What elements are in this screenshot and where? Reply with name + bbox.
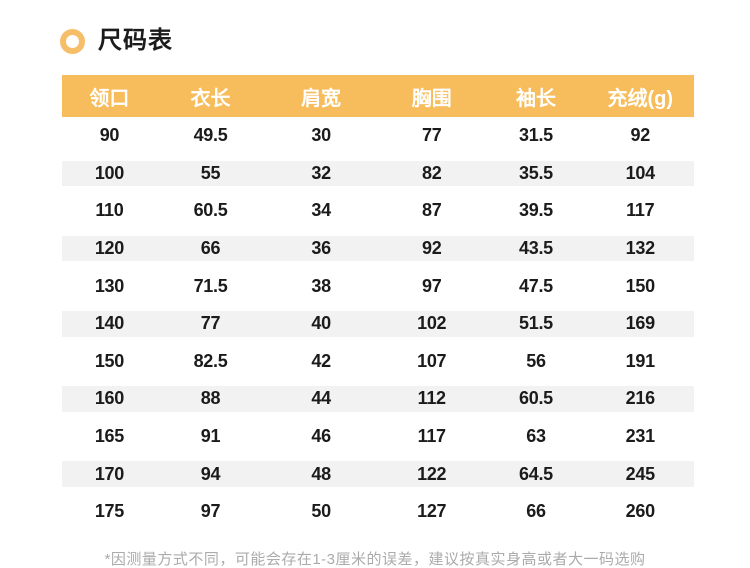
table-cell: 104 (625, 162, 655, 183)
table-cell: 160 (94, 388, 124, 409)
table-cell: 43.5 (519, 238, 553, 259)
size-chart-section: 尺码表 领口 衣长 肩宽 胸围 袖长 充绒(g) 90 49.5 30 77 31.5 92 100 5… (0, 28, 750, 568)
table-cell: 82 (421, 162, 442, 183)
table-cell: 39.5 (519, 200, 553, 221)
table-cell: 102 (417, 313, 447, 334)
table-row: 170 94 48 122 64.5 245 (62, 455, 694, 493)
table-cell: 91 (200, 426, 221, 447)
table-cell: 34 (311, 200, 331, 221)
table-cell: 55 (200, 162, 221, 183)
table-cell: 44 (311, 388, 331, 409)
table-cell: 150 (625, 275, 655, 296)
table-cell: 71.5 (193, 275, 228, 296)
table-cell: 48 (311, 463, 331, 484)
table-cell: 46 (311, 426, 331, 447)
table-cell: 51.5 (519, 313, 553, 334)
table-row: 165 91 46 117 63 231 (62, 418, 694, 456)
table-cell: 90 (99, 125, 120, 146)
table-cell: 175 (94, 501, 124, 522)
table-cell: 110 (95, 200, 124, 221)
table-row: 130 71.5 38 97 47.5 150 (62, 267, 694, 305)
table-cell: 66 (200, 238, 221, 259)
table-cell: 97 (200, 501, 221, 522)
footnote: *因测量方式不同，可能会存在1-3厘米的误差，建议按真实身高或者大一码选购 (104, 550, 646, 568)
table-row: 175 97 50 127 66 260 (62, 493, 694, 531)
column-header: 领口 (89, 87, 130, 110)
table-row: 160 88 44 112 60.5 216 (62, 380, 694, 418)
table-cell: 117 (626, 200, 655, 221)
table-cell: 40 (311, 313, 331, 334)
table-cell: 87 (421, 200, 442, 221)
table-row: 140 77 40 102 51.5 169 (62, 305, 694, 343)
table-cell: 170 (94, 463, 124, 484)
table-cell: 92 (630, 125, 651, 146)
table-row: 110 60.5 34 87 39.5 117 (62, 192, 694, 230)
table-cell: 77 (421, 125, 442, 146)
table-cell: 260 (625, 501, 655, 522)
table-cell: 49.5 (193, 125, 228, 146)
table-cell: 245 (625, 463, 655, 484)
column-header: 胸围 (411, 87, 452, 110)
size-table-header: 领口 衣长 肩宽 胸围 袖长 充绒(g) (62, 75, 694, 117)
table-cell: 56 (526, 350, 546, 371)
table-cell: 150 (94, 350, 124, 371)
table-cell: 120 (94, 238, 124, 259)
table-row: 90 49.5 30 77 31.5 92 (62, 117, 694, 155)
table-cell: 36 (311, 238, 331, 259)
column-header: 袖长 (515, 87, 556, 110)
table-cell: 66 (526, 501, 546, 522)
table-cell: 216 (625, 388, 655, 409)
table-cell: 165 (94, 426, 124, 447)
table-cell: 112 (417, 388, 446, 409)
table-cell: 127 (417, 501, 447, 522)
table-cell: 231 (625, 426, 655, 447)
table-cell: 169 (625, 313, 655, 334)
column-header: 衣长 (190, 87, 231, 110)
table-row: 150 82.5 42 107 56 191 (62, 343, 694, 381)
table-cell: 30 (311, 125, 331, 146)
table-cell: 122 (417, 463, 447, 484)
table-cell: 31.5 (519, 125, 553, 146)
table-cell: 100 (94, 162, 124, 183)
size-table: 领口 衣长 肩宽 胸围 袖长 充绒(g) 90 49.5 30 77 31.5 92 100 55 32 8… (62, 75, 694, 531)
table-cell: 35.5 (519, 162, 553, 183)
table-cell: 38 (311, 275, 331, 296)
page-title: 尺码表 (98, 27, 173, 54)
table-cell: 60.5 (519, 388, 553, 409)
table-cell: 94 (200, 463, 221, 484)
table-cell: 140 (94, 313, 124, 334)
table-cell: 132 (625, 238, 655, 259)
table-cell: 42 (311, 350, 331, 371)
table-cell: 117 (417, 426, 446, 447)
size-table-body: 90 49.5 30 77 31.5 92 100 55 32 82 35.5 104 110 60.5 3… (62, 117, 694, 531)
table-row: 100 55 32 82 35.5 104 (62, 155, 694, 193)
table-cell: 50 (311, 501, 331, 522)
column-header: 充绒(g) (607, 87, 674, 110)
table-cell: 77 (200, 313, 221, 334)
table-cell: 64.5 (519, 463, 553, 484)
table-cell: 60.5 (193, 200, 228, 221)
table-cell: 191 (625, 350, 655, 371)
section-title-row: 尺码表 (60, 28, 750, 54)
table-cell: 88 (200, 388, 221, 409)
ring-bullet-icon (60, 28, 85, 54)
table-cell: 63 (526, 426, 546, 447)
table-cell: 82.5 (193, 350, 228, 371)
table-cell: 47.5 (519, 275, 553, 296)
column-header: 肩宽 (301, 87, 342, 110)
table-cell: 92 (421, 238, 442, 259)
table-cell: 97 (421, 275, 442, 296)
table-row: 120 66 36 92 43.5 132 (62, 230, 694, 268)
table-cell: 107 (417, 350, 447, 371)
table-cell: 32 (311, 162, 331, 183)
table-cell: 130 (94, 275, 124, 296)
